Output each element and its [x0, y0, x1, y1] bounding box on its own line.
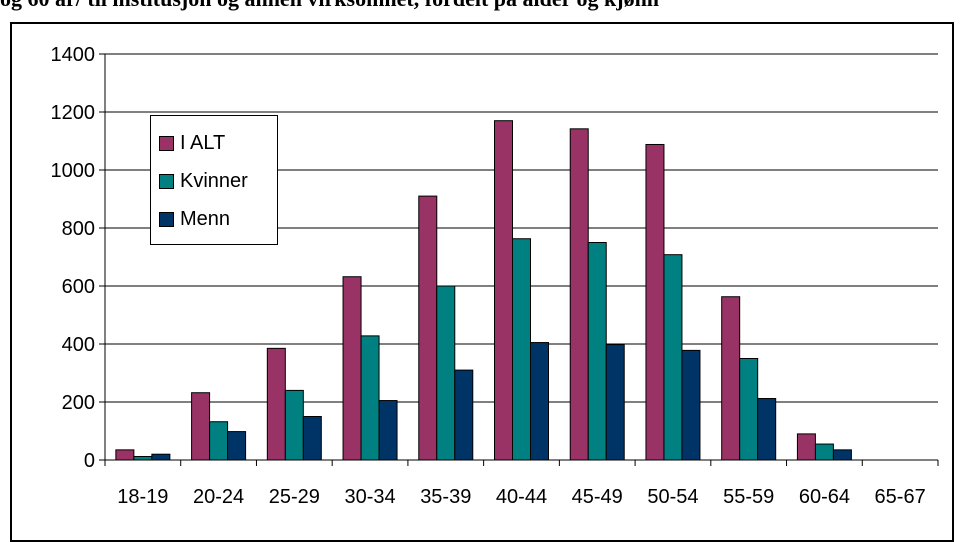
bar-menn	[378, 400, 398, 461]
legend-item-kvinner: Kvinner	[159, 168, 248, 194]
bar-kvinner	[209, 421, 229, 461]
legend-label-menn: Menn	[180, 207, 231, 230]
y-tick-label: 1000	[51, 160, 96, 182]
legend: I ALT Kvinner Menn	[150, 115, 278, 245]
bar-i-alt	[418, 195, 438, 461]
bar-menn	[757, 398, 777, 461]
bar-menn	[530, 342, 549, 461]
legend-label-kvinner: Kvinner	[180, 169, 248, 192]
bar-kvinner	[436, 285, 456, 461]
chart-caption: og 60 år/ til institusjon og annen virks…	[0, 0, 960, 12]
bar-kvinner	[739, 358, 759, 461]
x-tick-label: 50-54	[647, 486, 698, 508]
x-tick-label: 20-24	[193, 486, 244, 508]
bar-menn	[681, 349, 701, 461]
bar-i-alt	[115, 449, 135, 461]
bar-i-alt	[494, 120, 513, 461]
bar-kvinner	[133, 456, 153, 461]
x-tick-label: 18-19	[117, 486, 168, 508]
legend-item-i-alt: I ALT	[159, 130, 225, 156]
bar-i-alt	[266, 347, 286, 461]
legend-swatch-menn	[159, 211, 174, 227]
bar-menn	[302, 416, 322, 461]
x-tick-label: 35-39	[420, 486, 471, 508]
bar-i-alt	[645, 143, 665, 461]
bar-i-alt	[721, 296, 741, 461]
legend-swatch-i-alt	[159, 135, 174, 151]
x-tick-label: 65-67	[875, 486, 926, 508]
y-tick-label: 600	[62, 276, 95, 298]
bar-kvinner	[663, 254, 683, 461]
bar-kvinner	[512, 238, 531, 461]
bar-menn	[227, 431, 247, 461]
bar-menn	[454, 369, 474, 461]
bar-menn	[605, 344, 625, 461]
x-tick-label: 30-34	[344, 486, 395, 508]
y-tick-label: 800	[62, 218, 95, 240]
bar-i-alt	[569, 128, 589, 461]
y-tick-label: 1200	[51, 102, 96, 124]
bar-kvinner	[814, 443, 834, 461]
bar-i-alt	[796, 433, 816, 461]
bar-kvinner	[360, 335, 380, 461]
legend-swatch-kvinner	[159, 173, 174, 189]
x-tick-label: 45-49	[572, 486, 623, 508]
x-tick-label: 40-44	[496, 486, 547, 508]
bar-kvinner	[284, 389, 304, 461]
y-tick-label: 400	[62, 334, 95, 356]
x-tick-label: 60-64	[799, 486, 850, 508]
bar-kvinner	[587, 242, 607, 461]
x-tick-label: 25-29	[269, 486, 320, 508]
y-tick-label: 1400	[51, 44, 96, 66]
legend-label-i-alt: I ALT	[180, 131, 226, 154]
bar-i-alt	[191, 392, 211, 461]
legend-item-menn: Menn	[159, 206, 230, 232]
bar-i-alt	[342, 276, 362, 461]
y-tick-label: 0	[84, 450, 95, 472]
x-tick-label: 55-59	[723, 486, 774, 508]
bar-menn	[832, 449, 852, 461]
y-tick-label: 200	[62, 392, 95, 414]
bar-menn	[151, 453, 171, 461]
